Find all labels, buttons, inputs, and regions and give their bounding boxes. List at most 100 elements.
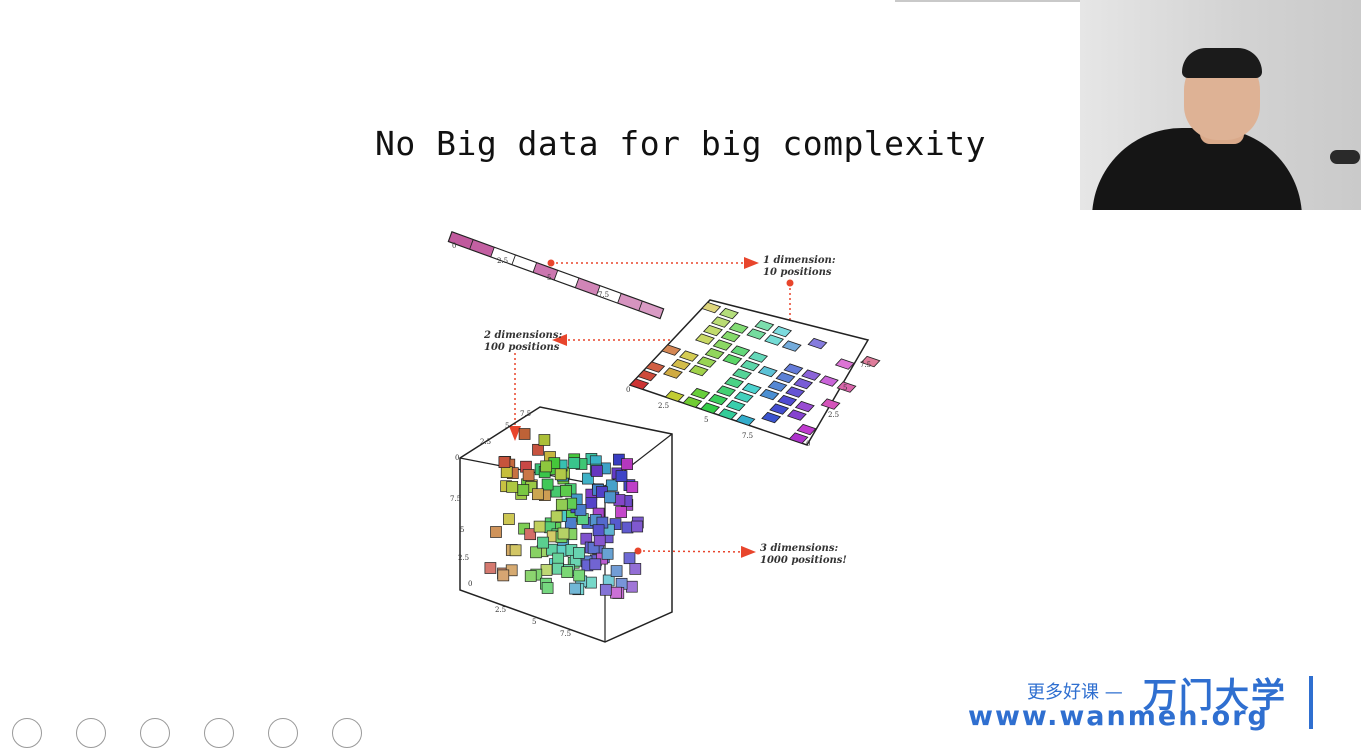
plane-cell — [712, 339, 733, 351]
cube-cell — [532, 443, 544, 456]
plane-cell — [645, 361, 666, 373]
plane-cell — [788, 432, 809, 444]
tick-label: 2.5 — [497, 257, 508, 265]
cube-cell — [574, 504, 587, 516]
tick-label: 5 — [547, 274, 551, 282]
plane-cell — [754, 319, 775, 332]
slide-toolbar — [0, 712, 400, 748]
plane-cell — [716, 385, 737, 397]
cube-cell — [524, 570, 537, 582]
tick-label: 5 — [843, 384, 847, 392]
plane-2d — [628, 299, 881, 446]
cube-cell — [541, 478, 554, 491]
previous-button[interactable] — [12, 718, 42, 748]
plane-cell — [818, 375, 839, 387]
cube-cell — [498, 456, 511, 468]
cube-cell — [537, 536, 549, 549]
watermark-tagline: 更多好课 — — [1027, 682, 1123, 703]
microphone — [1330, 150, 1360, 164]
watermark-bar — [1309, 676, 1313, 729]
tick-label: 2.5 — [458, 554, 469, 562]
plane-cell — [662, 367, 683, 379]
cube-cell — [532, 488, 544, 501]
plane-cell — [767, 380, 788, 392]
cube-cell — [554, 468, 567, 481]
menu-button[interactable] — [332, 718, 362, 748]
cube-3d — [459, 406, 673, 643]
strip-1d — [447, 231, 665, 320]
plane-cell — [732, 368, 753, 380]
cube-cell — [623, 552, 636, 565]
tick-label: 5 — [532, 618, 536, 626]
plane-cell — [764, 334, 785, 346]
cube-cell — [497, 569, 510, 582]
plane-cell — [718, 307, 739, 320]
plane-cell — [759, 388, 780, 401]
cube-cell — [573, 569, 586, 582]
tick-label: 7.5 — [560, 630, 571, 638]
plane-cell — [796, 423, 817, 436]
tick-label: 5 — [505, 422, 509, 430]
tick-label: 2.5 — [828, 411, 839, 419]
cube-cell — [564, 517, 577, 529]
plane-cell — [761, 411, 782, 424]
cube-cell — [522, 469, 535, 481]
webcam-video — [1080, 0, 1361, 210]
cube-cell — [610, 586, 622, 599]
plane-cell — [690, 387, 711, 400]
plane-cell — [735, 414, 756, 426]
next-button[interactable] — [76, 718, 106, 748]
tick-label: 0 — [455, 454, 459, 462]
tick-label: 2.5 — [480, 438, 491, 446]
plane-cell — [725, 399, 746, 412]
tick-label: 7.5 — [742, 432, 753, 440]
tick-label: 0 — [806, 440, 810, 448]
plane-cell — [783, 363, 804, 375]
cube-cell — [561, 566, 574, 578]
grid-button[interactable] — [204, 718, 234, 748]
cube-cell — [585, 497, 598, 509]
plane-cell — [746, 328, 767, 340]
cube-cell — [517, 484, 530, 496]
zoom-button[interactable] — [268, 718, 298, 748]
presenter-hair — [1182, 48, 1262, 78]
cube-cell — [626, 481, 639, 493]
slide-title: No Big data for big complexity — [374, 124, 987, 163]
tick-label: 0 — [452, 242, 456, 250]
cube-cell — [625, 580, 638, 593]
arrow-3d — [637, 545, 756, 558]
plane-cell — [704, 347, 725, 360]
plane-cell — [637, 369, 658, 382]
cube-cell — [593, 534, 606, 547]
watermark-url: www.wanmen.org — [968, 701, 1269, 732]
cube-cell — [550, 510, 563, 523]
tick-label: 7.5 — [450, 495, 461, 503]
cube-cell — [601, 547, 614, 560]
cube-cell — [621, 458, 633, 470]
cube-cell — [555, 498, 568, 511]
tick-label: 7.5 — [598, 291, 609, 299]
cube-cell — [587, 542, 600, 554]
cube-cell — [518, 428, 531, 440]
cube-cell — [569, 582, 581, 595]
plane-cell — [661, 344, 682, 356]
plane-cell — [757, 365, 778, 378]
cube-cell — [568, 457, 581, 469]
cube-cell — [591, 465, 603, 477]
plane-cell — [664, 390, 685, 402]
plane-cell — [741, 382, 762, 395]
plane-cell — [724, 376, 745, 389]
watermark-brand: 万门大学 — [1143, 676, 1287, 716]
cube-cell — [631, 520, 644, 533]
tick-label: 2.5 — [495, 606, 506, 614]
cube-cell — [524, 528, 537, 541]
cube-cell — [557, 527, 570, 540]
cube-cell — [503, 513, 515, 525]
plane-cell — [678, 350, 699, 362]
cube-cell — [552, 552, 565, 565]
cube-cell — [604, 491, 616, 504]
pen-button[interactable] — [140, 718, 170, 748]
plane-cell — [700, 402, 721, 414]
plane-cell — [772, 325, 793, 338]
tick-label: 0 — [626, 386, 630, 394]
